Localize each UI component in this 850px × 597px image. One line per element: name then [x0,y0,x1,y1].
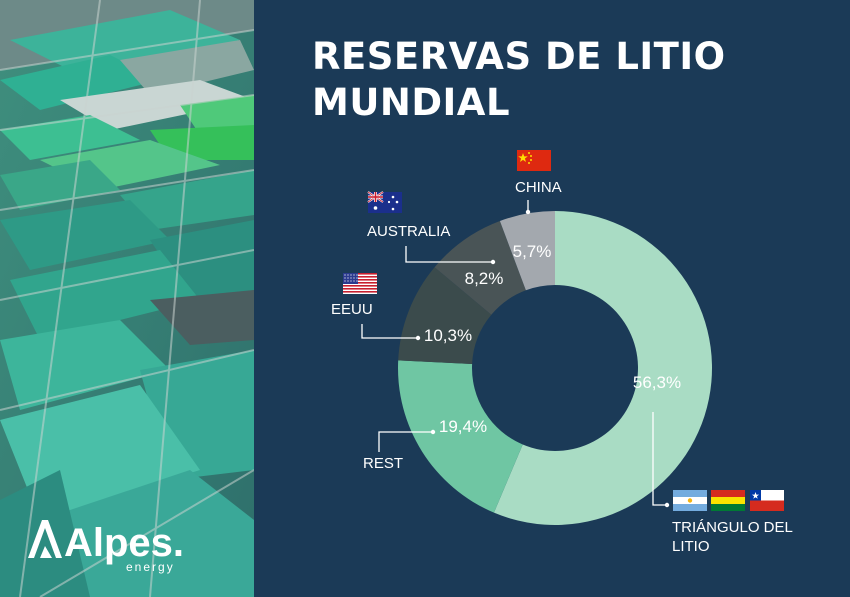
slice-eeuu [398,267,492,364]
brand-tagline: energy [126,560,175,574]
category-label-china: CHINA [515,179,562,196]
leader-dot-eeuu [415,335,421,341]
title-line-2: MUNDIAL [312,81,511,124]
leader-dot-triangulo [664,502,670,508]
value-label-china: 5,7% [513,242,552,261]
leader-dot-rest [430,429,436,435]
value-label-australia: 8,2% [465,269,504,288]
alpes-energy-logo: Alpes. energy [28,512,188,574]
usa-flag [343,273,377,294]
category-label-triangulo: TRIÁNGULO DEL LITIO [672,519,793,555]
value-label-rest: 19,4% [439,417,487,436]
china-flag [517,150,551,171]
category-label-australia: AUSTRALIA [367,223,450,240]
value-label-eeuu: 10,3% [424,326,472,345]
chile-flag [750,490,784,511]
value-label-triangulo: 56,3% [633,373,681,392]
leader-line-triangulo [652,412,667,506]
leader-line-australia [405,246,493,263]
category-label-rest: REST [363,455,403,472]
leader-dot-china [525,209,531,215]
leader-line-eeuu [361,324,418,339]
leader-dot-australia [490,259,496,265]
argentina-flag [673,490,707,511]
title-line-1: RESERVAS DE LITIO [312,35,726,78]
category-label-eeuu: EEUU [331,301,373,318]
evaporation-ponds-photo: Alpes. energy [0,0,254,597]
australia-flag [367,191,402,213]
slice-australia [434,220,526,315]
brand-name: Alpes. [64,521,184,565]
slice-rest [397,360,523,513]
chart-title: RESERVAS DE LITIO MUNDIAL [312,34,792,126]
slice-china [499,211,555,291]
slice-triangulo [493,210,712,525]
bolivia-flag [711,490,745,511]
leader-line-rest [378,431,433,452]
